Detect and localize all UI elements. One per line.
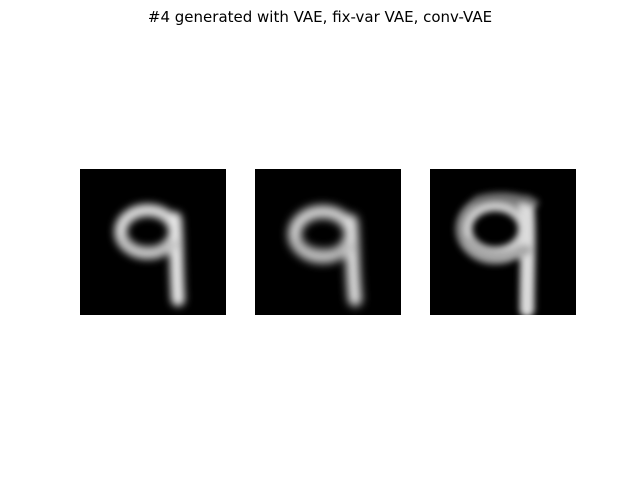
digit-nine-image — [430, 169, 576, 315]
generated-image-fix-var-vae — [255, 169, 401, 315]
generated-image-conv-vae — [430, 169, 576, 315]
generated-image-vae — [80, 169, 226, 315]
figure-title: #4 generated with VAE, fix-var VAE, conv… — [147, 8, 493, 26]
digit-nine-image — [80, 169, 226, 315]
digit-nine-image — [255, 169, 401, 315]
